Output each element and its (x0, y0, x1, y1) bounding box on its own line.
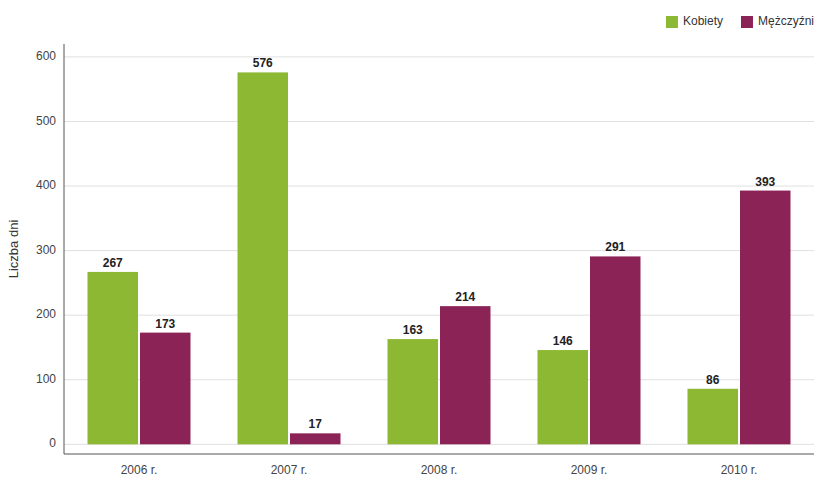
bar (688, 389, 739, 445)
x-ticks: 2006 r. 2007 r. 2008 r. 2009 r. 2010 r. (121, 463, 758, 477)
data-label: 163 (403, 323, 423, 337)
y-ticks: 0 100 200 300 400 500 600 (36, 49, 56, 450)
y-tick-label: 100 (36, 372, 56, 386)
data-labels: 267 576 163 146 86 173 17 214 291 393 (103, 56, 776, 431)
grid-line (64, 56, 814, 57)
bar (590, 256, 641, 444)
bar (88, 272, 139, 444)
data-label: 17 (309, 417, 323, 431)
x-tick-label: 2010 r. (721, 463, 758, 477)
y-tick-label: 300 (36, 243, 56, 257)
data-label: 576 (253, 56, 273, 70)
grid (64, 57, 814, 444)
bar (740, 191, 791, 445)
grid-line (64, 186, 814, 187)
data-label: 291 (605, 240, 625, 254)
y-axis-line (64, 44, 65, 454)
y-tick-label: 500 (36, 114, 56, 128)
data-label: 393 (755, 175, 775, 189)
legend-label: Kobiety (683, 14, 723, 28)
data-label: 146 (553, 334, 573, 348)
legend-swatch (741, 16, 753, 28)
grid-line (64, 315, 814, 316)
y-tick-label: 400 (36, 178, 56, 192)
y-tick-label: 200 (36, 307, 56, 321)
grid-line (64, 121, 814, 122)
bar (140, 333, 191, 445)
x-tick-label: 2008 r. (421, 463, 458, 477)
chart-container: 0 100 200 300 400 500 600 267 576 163 146 86 173 17 21… (0, 0, 834, 494)
legend-label: Mężczyźni (758, 14, 814, 28)
chart-svg: 0 100 200 300 400 500 600 267 576 163 146 86 173 17 21… (0, 0, 834, 494)
bars (88, 72, 791, 444)
bar (440, 306, 491, 444)
y-axis-label: Liczba dni (6, 220, 21, 279)
y-tick-label: 600 (36, 49, 56, 63)
data-label: 173 (155, 317, 175, 331)
y-tick-label: 0 (49, 436, 56, 450)
legend-swatch (666, 16, 678, 28)
x-tick-label: 2009 r. (571, 463, 608, 477)
x-tick-label: 2007 r. (271, 463, 308, 477)
grid-line (64, 250, 814, 251)
bar (238, 72, 289, 444)
data-label: 86 (706, 373, 720, 387)
bar (538, 350, 589, 444)
bar (290, 433, 341, 444)
bar (388, 339, 439, 444)
x-axis-line (64, 454, 814, 455)
legend: Kobiety Mężczyźni (666, 14, 814, 28)
x-tick-label: 2006 r. (121, 463, 158, 477)
axes (64, 44, 814, 454)
data-label: 267 (103, 256, 123, 270)
data-label: 214 (455, 290, 475, 304)
